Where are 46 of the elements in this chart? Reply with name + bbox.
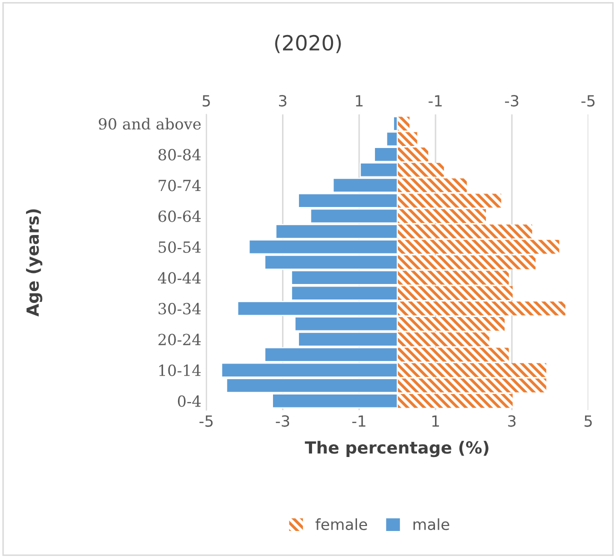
y-tick-label: 20-24 xyxy=(158,334,201,346)
bar xyxy=(397,148,428,162)
bar xyxy=(397,316,505,331)
bar xyxy=(397,270,509,285)
y-tick-label: 60-64 xyxy=(158,210,201,222)
x2-tick-label: 3 xyxy=(279,95,286,107)
bar xyxy=(397,194,502,208)
bar xyxy=(397,116,410,131)
legend-label: female xyxy=(316,518,368,530)
y-tick-label: 90 and above xyxy=(98,118,201,130)
bar xyxy=(397,178,467,192)
bar xyxy=(397,162,444,177)
x-axis-title: The percentage (%) xyxy=(304,440,488,458)
x2-tick-label: -3 xyxy=(505,95,518,107)
legend-label: male xyxy=(414,518,450,530)
bar xyxy=(397,240,560,254)
bar xyxy=(397,363,546,378)
y-tick-label: 50-54 xyxy=(158,241,201,253)
x2-tick-label: 5 xyxy=(202,95,210,107)
y-tick-label: 30-34 xyxy=(158,302,201,314)
bar xyxy=(397,255,536,270)
bar xyxy=(397,348,509,362)
bar xyxy=(397,378,546,392)
bar xyxy=(397,332,490,346)
x-tick-label: 3 xyxy=(508,415,516,427)
y-tick-label: 80-84 xyxy=(158,148,201,160)
y-tick-label: 0-4 xyxy=(178,395,201,407)
x-tick-label: -1 xyxy=(352,415,366,427)
x2-tick-label: 1 xyxy=(356,95,363,106)
x2-tick-label: -1 xyxy=(428,95,442,106)
chart-title: (2020) xyxy=(275,34,341,54)
bar xyxy=(397,132,418,146)
x-tick-label: 1 xyxy=(432,415,439,427)
y-tick-label: 40-44 xyxy=(158,272,201,284)
y-tick-label: 10-14 xyxy=(159,364,201,376)
x-tick-label: 5 xyxy=(584,415,592,427)
bar xyxy=(397,224,532,238)
bar xyxy=(397,209,486,223)
bar xyxy=(397,394,513,408)
x-tick-label: -3 xyxy=(276,415,290,427)
y-tick-label: 70-74 xyxy=(158,180,201,192)
bar xyxy=(397,302,566,316)
x2-tick-label: -5 xyxy=(581,95,595,107)
x-tick-label: -5 xyxy=(199,415,213,427)
y-axis-title: Age (years) xyxy=(26,209,42,317)
bar xyxy=(397,286,513,300)
